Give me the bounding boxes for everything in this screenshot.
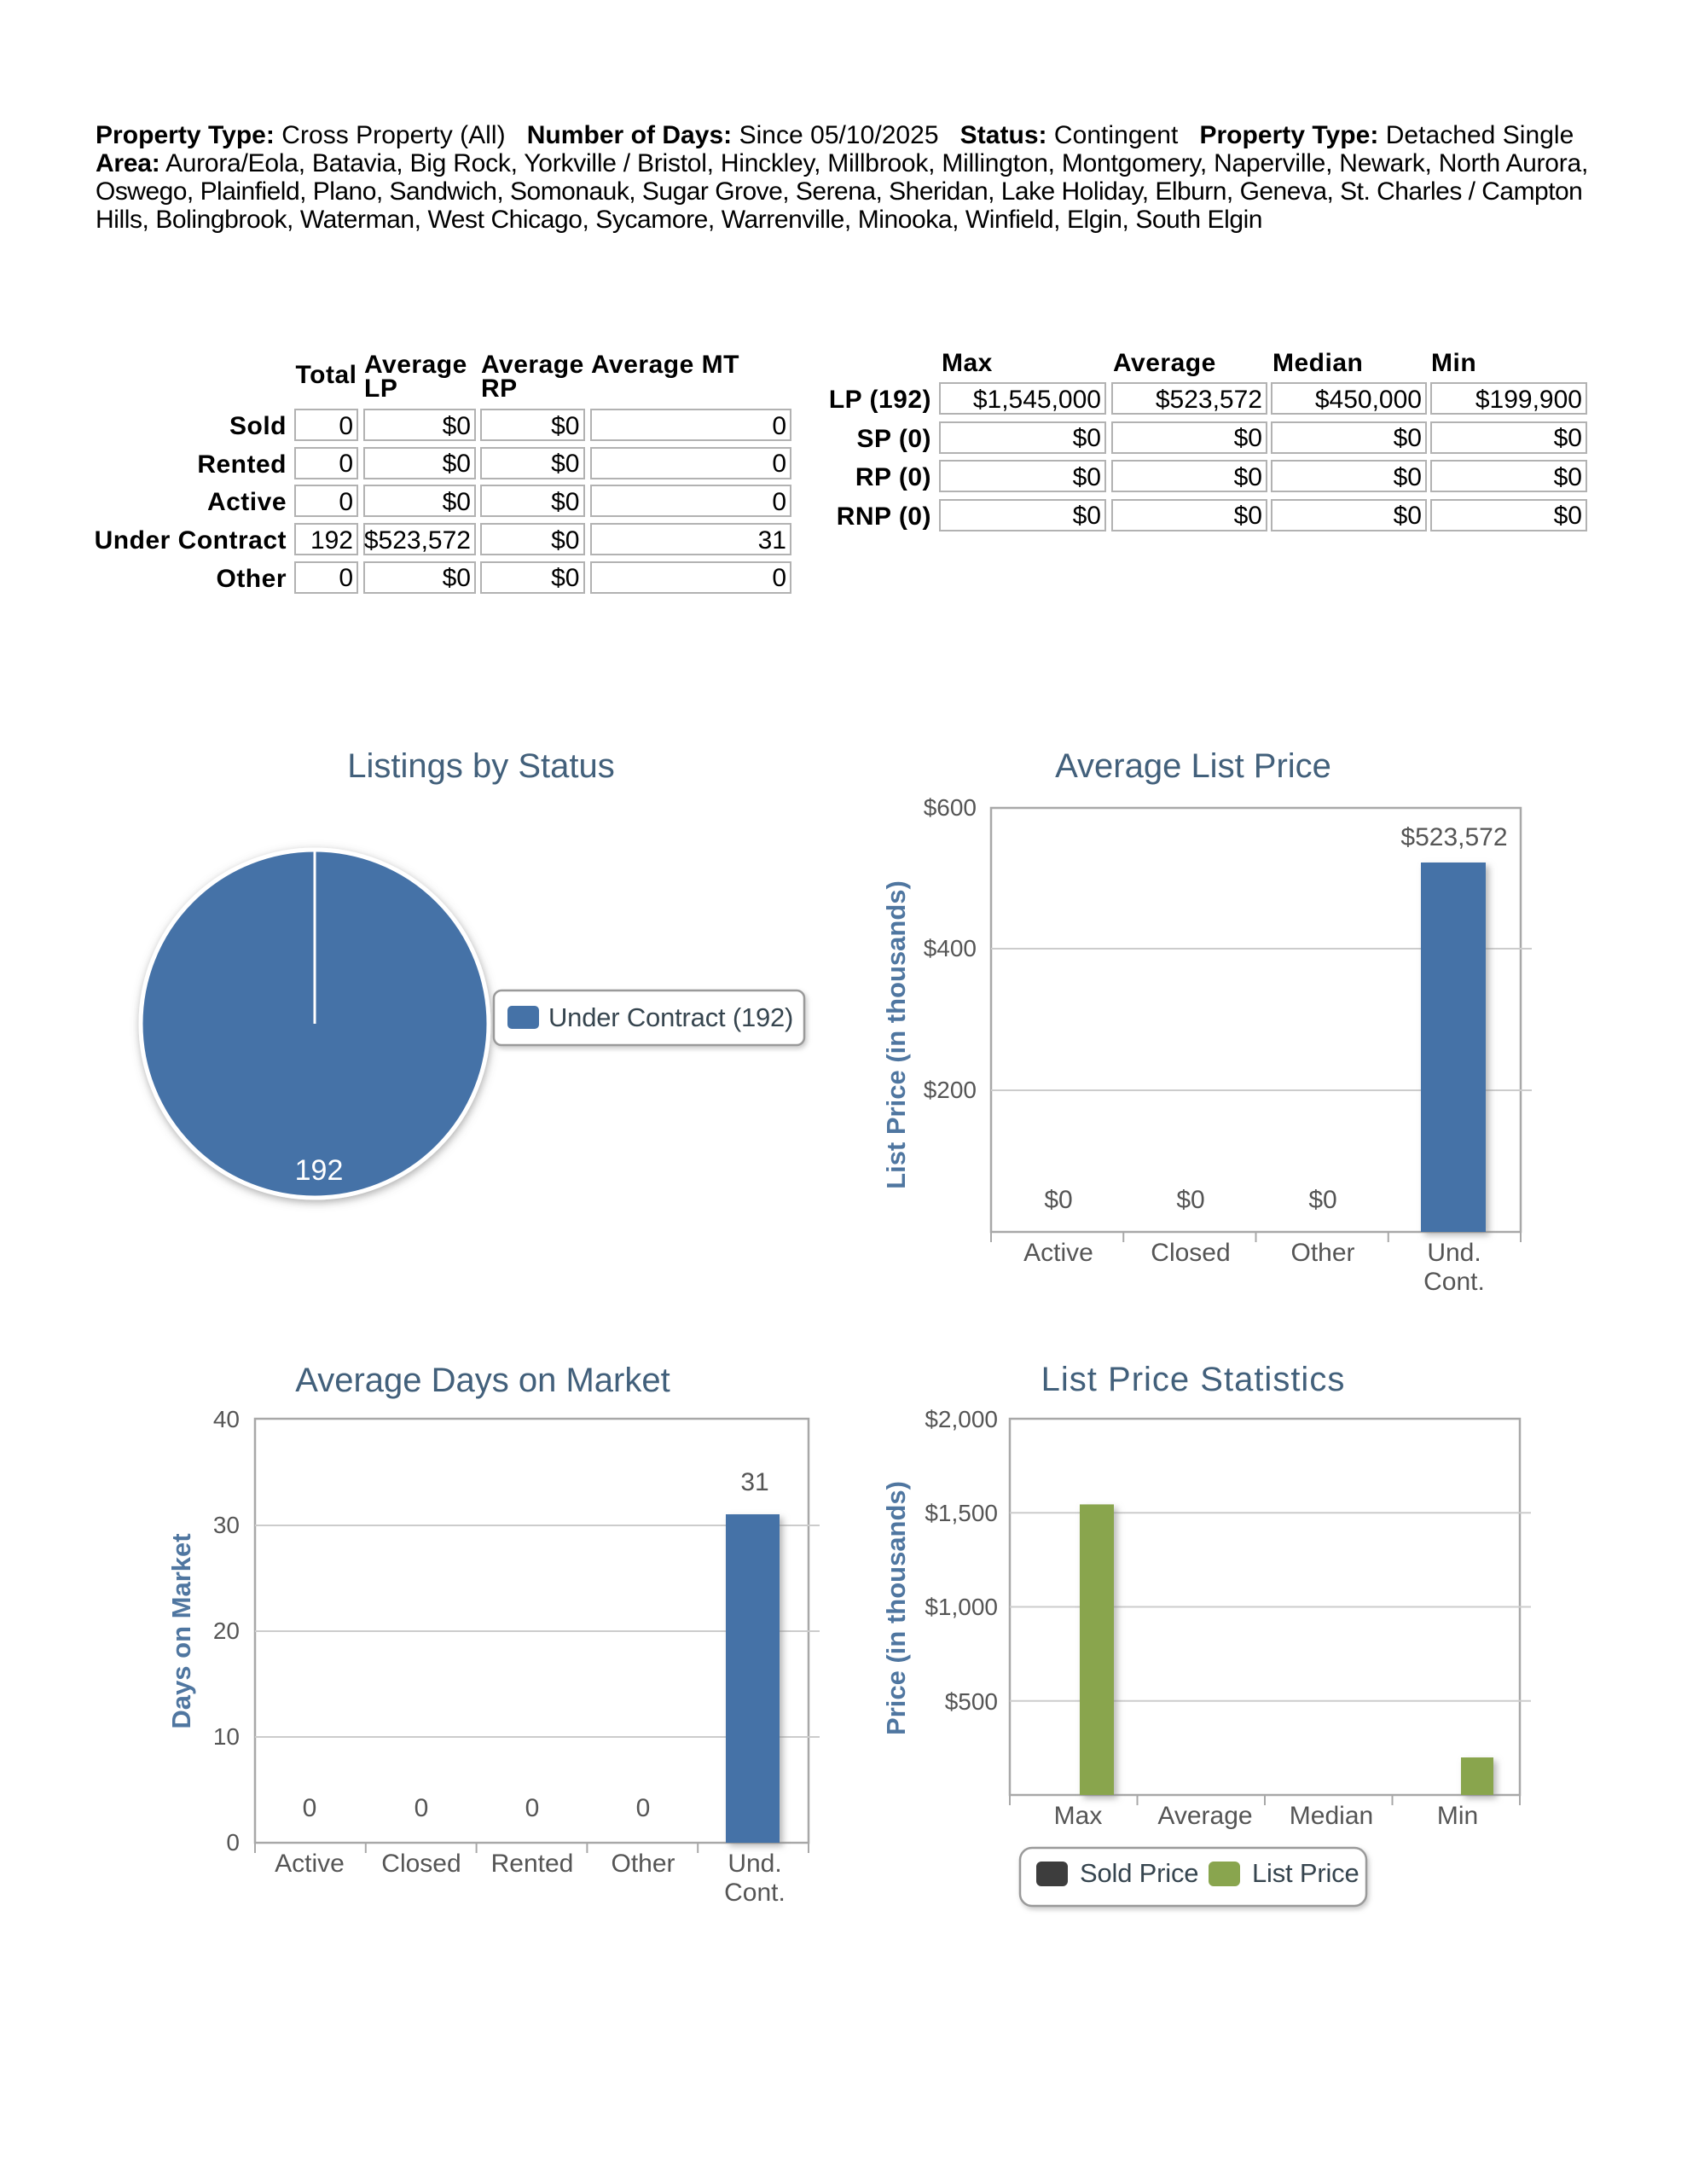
svg-text:30: 30	[213, 1512, 240, 1538]
svg-text:Rented: Rented	[491, 1850, 574, 1878]
svg-text:40: 40	[213, 1406, 240, 1432]
svg-text:Active: Active	[1023, 1239, 1093, 1267]
svg-text:Closed: Closed	[1151, 1239, 1230, 1267]
svg-text:10: 10	[213, 1723, 240, 1750]
svg-text:Other: Other	[1290, 1239, 1354, 1267]
svg-text:Price (in thousands): Price (in thousands)	[881, 1481, 911, 1735]
svg-text:0: 0	[636, 1794, 651, 1822]
svg-text:Min: Min	[1437, 1802, 1478, 1830]
svg-text:List Price Statistics: List Price Statistics	[1041, 1361, 1346, 1398]
svg-text:20: 20	[213, 1618, 240, 1644]
svg-text:Closed: Closed	[381, 1850, 461, 1878]
svg-text:$1,500: $1,500	[925, 1500, 998, 1526]
svg-text:$0: $0	[1044, 1186, 1072, 1214]
svg-text:Und.: Und.	[1427, 1239, 1481, 1267]
svg-text:$0: $0	[1176, 1186, 1204, 1214]
svg-text:Listings by Status: Listings by Status	[347, 747, 615, 785]
svg-text:Other: Other	[611, 1850, 675, 1878]
svg-text:0: 0	[226, 1829, 240, 1856]
svg-text:31: 31	[740, 1468, 768, 1496]
svg-text:Average Days on Market: Average Days on Market	[295, 1362, 670, 1399]
svg-text:$500: $500	[945, 1688, 998, 1715]
svg-text:Average List Price: Average List Price	[1055, 747, 1331, 785]
svg-text:0: 0	[415, 1794, 429, 1822]
svg-text:$2,000: $2,000	[925, 1406, 998, 1432]
svg-text:Sold Price: Sold Price	[1080, 1858, 1198, 1888]
svg-text:Median: Median	[1290, 1802, 1373, 1830]
svg-text:0: 0	[303, 1794, 317, 1822]
svg-text:Max: Max	[1054, 1802, 1103, 1830]
svg-text:Cont.: Cont.	[724, 1879, 786, 1907]
svg-text:$1,000: $1,000	[925, 1594, 998, 1620]
svg-text:192: 192	[295, 1154, 344, 1187]
svg-text:Und.: Und.	[728, 1850, 781, 1878]
svg-text:$200: $200	[924, 1077, 977, 1103]
svg-text:Active: Active	[275, 1850, 345, 1878]
svg-text:List Price: List Price	[1252, 1858, 1359, 1888]
svg-text:$400: $400	[924, 935, 977, 961]
svg-text:Days on Market: Days on Market	[166, 1533, 196, 1728]
svg-text:$600: $600	[924, 794, 977, 821]
svg-text:$523,572: $523,572	[1400, 823, 1507, 851]
svg-text:List Price (in thousands): List Price (in thousands)	[881, 880, 911, 1189]
svg-text:Average: Average	[1157, 1802, 1252, 1830]
svg-text:Under Contract (192): Under Contract (192)	[548, 1002, 793, 1032]
svg-text:0: 0	[525, 1794, 540, 1822]
svg-text:$0: $0	[1308, 1186, 1336, 1214]
svg-text:Cont.: Cont.	[1423, 1268, 1485, 1296]
